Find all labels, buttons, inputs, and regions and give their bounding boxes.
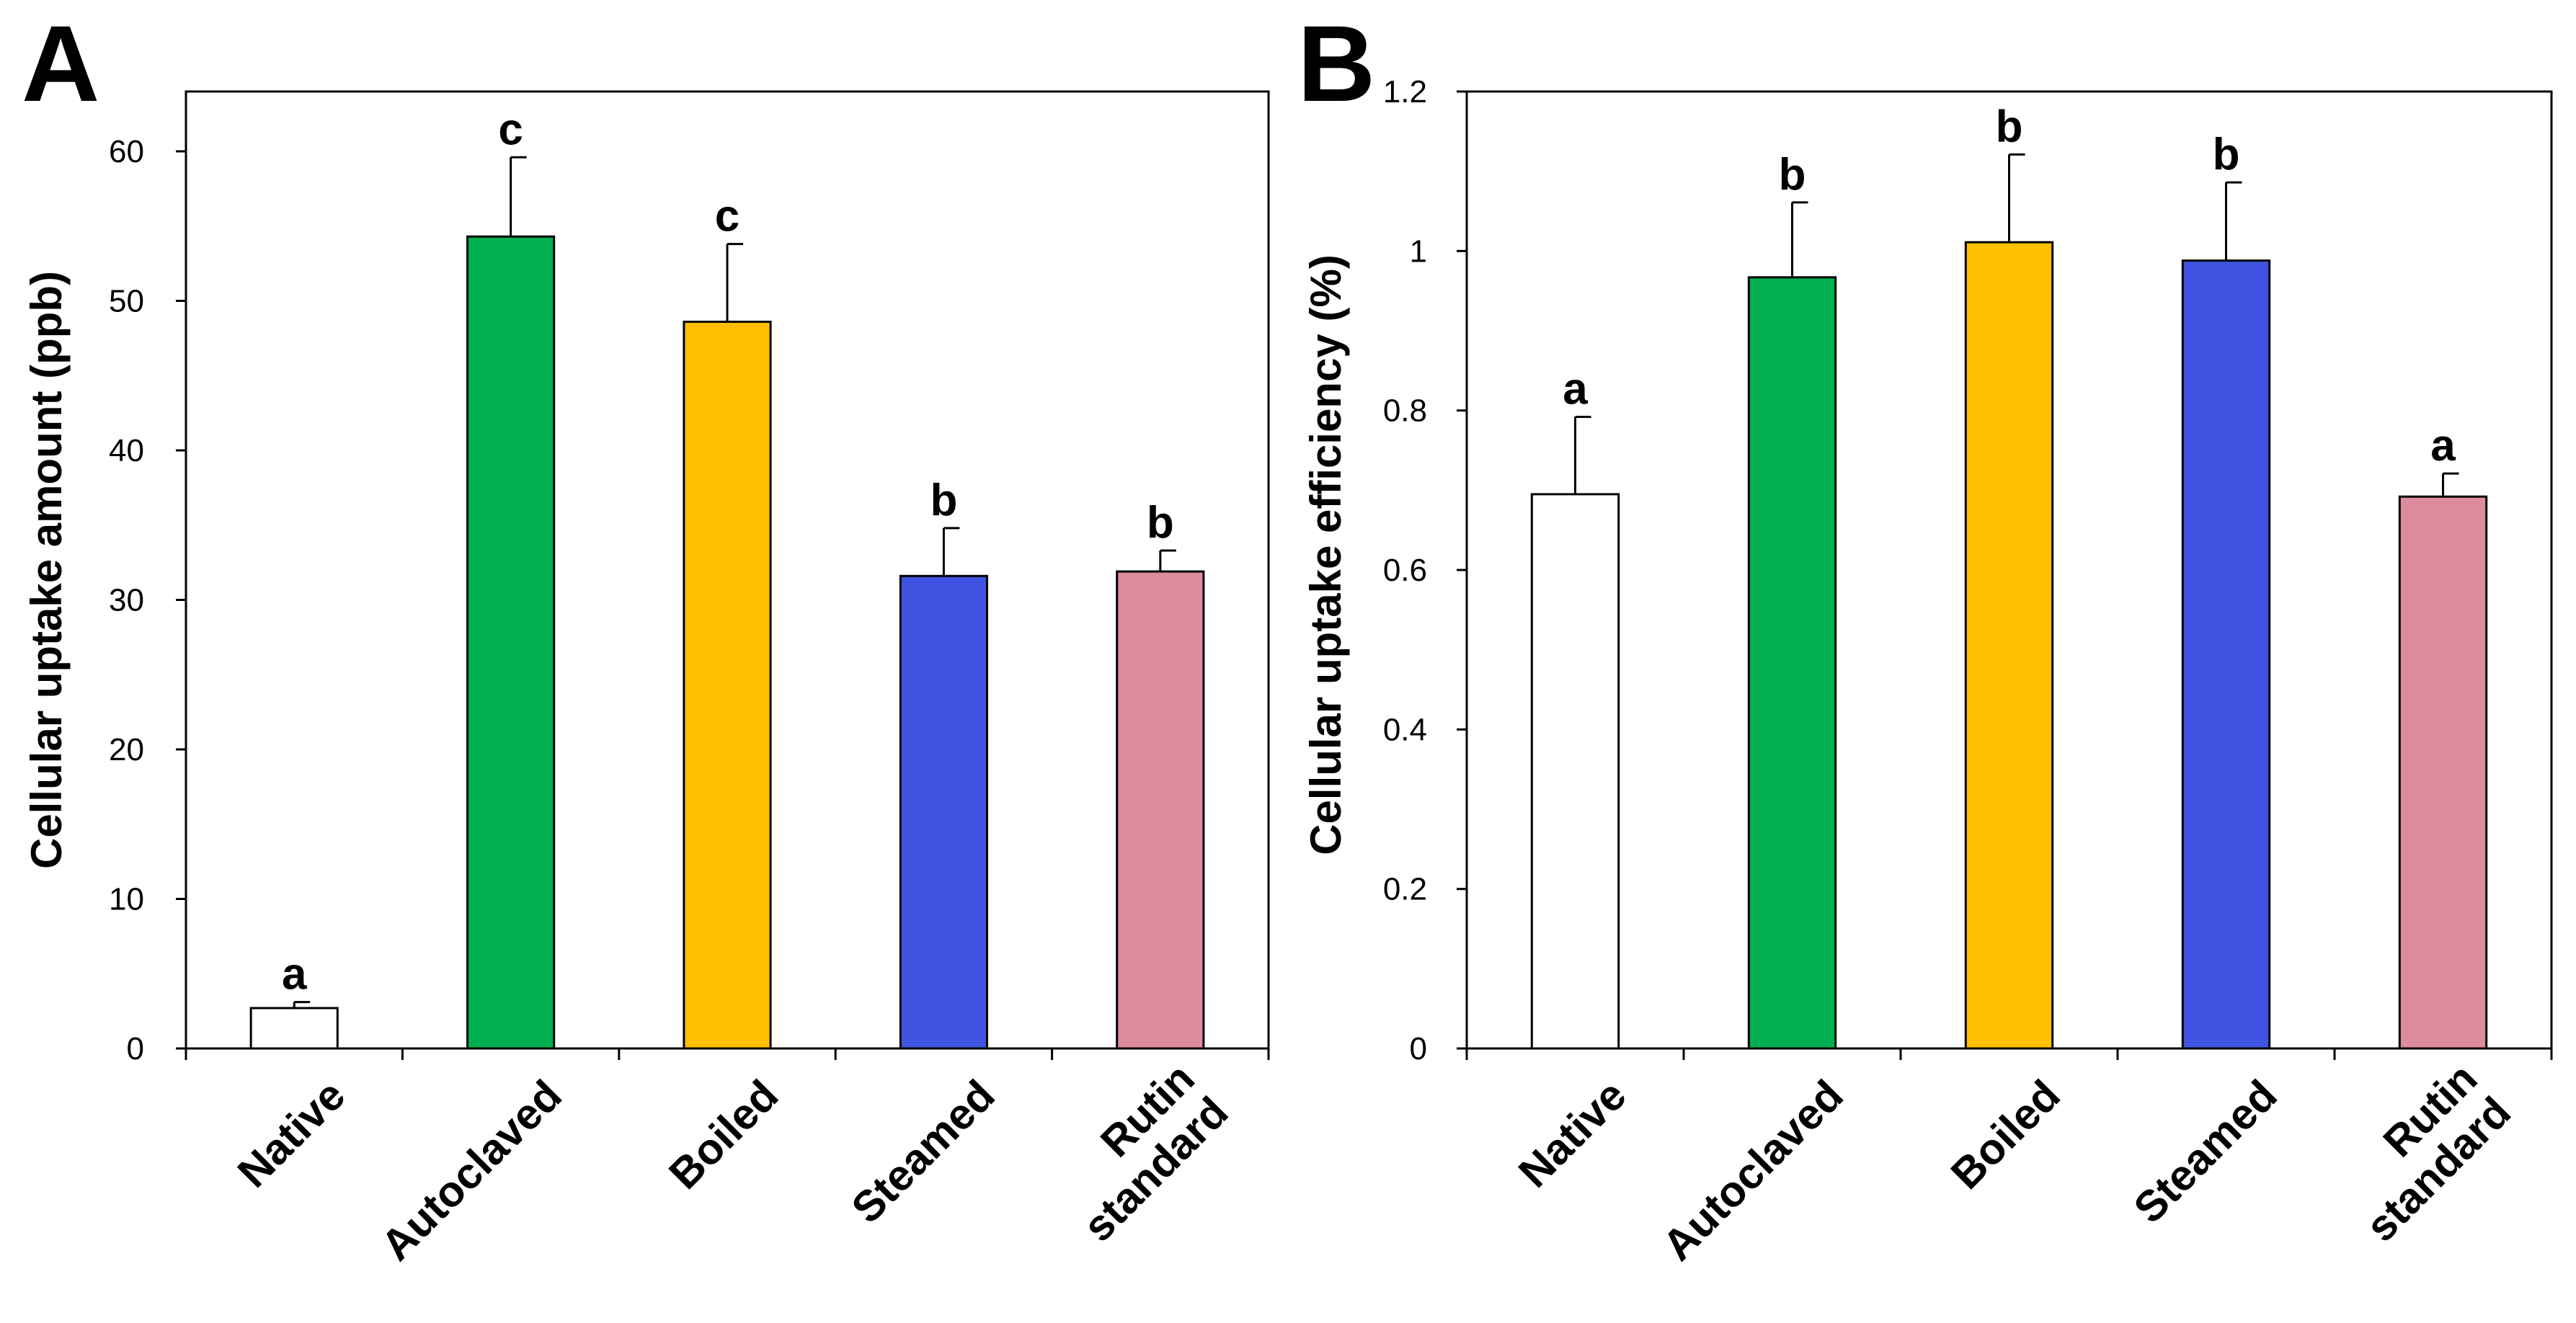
category-label-line: Steamed <box>843 1071 1004 1232</box>
bar <box>899 574 988 1050</box>
significance-label: b <box>1779 150 1806 200</box>
category-label-line: Autoclaved <box>1653 1071 1852 1270</box>
bar <box>683 321 772 1050</box>
category-label: Native <box>228 1071 355 1197</box>
y-tick-label: 30 <box>109 583 144 618</box>
bar <box>466 235 556 1050</box>
significance-label: c <box>715 192 740 241</box>
bar <box>1530 493 1620 1050</box>
y-tick-label: 1.2 <box>1383 74 1427 110</box>
y-tick-label: 1 <box>1410 233 1427 269</box>
significance-label: a <box>282 950 307 999</box>
category-label: Autoclaved <box>1653 1071 1852 1270</box>
bar <box>1964 241 2054 1050</box>
bar <box>249 1007 339 1050</box>
category-label-line: Steamed <box>2125 1071 2286 1232</box>
y-tick-label: 50 <box>109 284 144 319</box>
category-label-line: Boiled <box>1942 1071 2069 1198</box>
significance-label: b <box>930 476 957 525</box>
significance-label: b <box>1147 498 1174 548</box>
y-axis-label: Cellular uptake efficiency (%) <box>1302 254 1350 855</box>
y-tick-label: 0.6 <box>1383 553 1427 588</box>
category-label: Rutinstandard <box>1040 1054 1237 1251</box>
category-label: Steamed <box>843 1071 1004 1232</box>
y-axis-label: Cellular uptake amount (ppb) <box>22 271 71 869</box>
category-label: Rutinstandard <box>2323 1054 2520 1251</box>
panel-label: B <box>1297 3 1375 124</box>
category-label: Autoclaved <box>372 1071 571 1270</box>
chart-panel-a: A 0 10 20 30 40 50 60 Cellular uptake amount (pp… <box>22 3 1270 1270</box>
category-label-line: Native <box>1509 1071 1635 1197</box>
category-label: Native <box>1509 1071 1635 1197</box>
y-tick-label: 0.4 <box>1383 712 1427 747</box>
category-label: Boiled <box>659 1071 787 1198</box>
category-label: Boiled <box>1942 1071 2069 1198</box>
y-tick-label: 0.2 <box>1383 872 1427 907</box>
significance-label: c <box>498 104 523 154</box>
bar <box>2398 495 2488 1050</box>
y-tick-label: 40 <box>109 433 144 468</box>
y-tick-label: 20 <box>109 732 144 767</box>
category-label: Steamed <box>2125 1071 2286 1232</box>
category-label-line: Autoclaved <box>372 1071 571 1270</box>
bar <box>2181 259 2271 1050</box>
significance-label: b <box>2213 130 2240 179</box>
category-label-line: Native <box>228 1071 355 1197</box>
y-tick-label: 10 <box>109 882 144 917</box>
bar <box>1116 570 1205 1050</box>
y-tick-label: 0 <box>1410 1031 1427 1066</box>
significance-label: a <box>2430 421 2456 471</box>
y-tick-label: 0.8 <box>1383 393 1427 429</box>
y-tick-label: 60 <box>109 134 144 169</box>
y-tick-label: 0 <box>127 1031 144 1066</box>
category-label-line: Boiled <box>659 1071 787 1198</box>
panel-label: A <box>22 3 99 124</box>
bar <box>1747 276 1837 1050</box>
significance-label: b <box>1996 102 2023 151</box>
chart-panel-b: B 0 0.2 0.4 0.6 0.8 1 1.2 Cellular uptake effici… <box>1297 3 2553 1270</box>
significance-label: a <box>1563 365 1588 414</box>
